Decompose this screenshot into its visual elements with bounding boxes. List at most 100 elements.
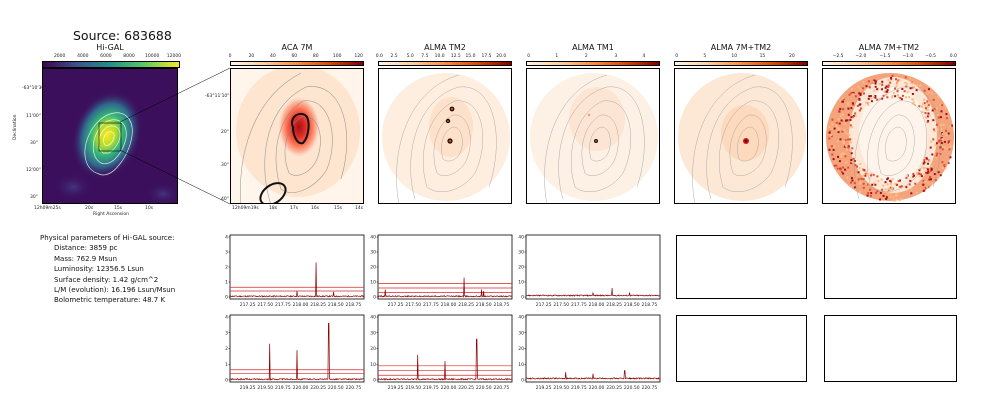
comb1-title: ALMA 7M+TM2 — [710, 43, 772, 52]
noise-pixel — [887, 193, 890, 196]
spectrum-xtick: 219.50 — [405, 385, 421, 391]
noise-pixel — [930, 140, 933, 143]
noise-pixel — [948, 142, 951, 145]
noise-pixel — [924, 107, 927, 110]
noise-pixel — [948, 148, 951, 151]
noise-pixel — [895, 85, 898, 88]
map-xtick: 18s — [269, 206, 278, 211]
noise-pixel — [919, 167, 922, 170]
noise-pixel — [853, 182, 856, 185]
noise-pixel — [932, 98, 935, 101]
noise-pixel — [923, 98, 926, 101]
noise-pixel — [901, 88, 904, 91]
noise-pixel — [845, 161, 848, 164]
cbar-tick: 15.0 — [465, 54, 476, 59]
noise-pixel — [928, 178, 931, 181]
noise-pixel — [912, 172, 915, 175]
cbar-tick: 0 — [527, 54, 531, 59]
map-xtick: 16s — [311, 206, 320, 211]
spectrum-xtick: 219.75 — [423, 385, 439, 391]
noise-pixel — [872, 173, 875, 176]
noise-pixel — [924, 170, 927, 173]
noise-pixel — [828, 126, 831, 129]
noise-pixel — [927, 104, 930, 107]
comb1-map — [674, 68, 808, 204]
noise-pixel — [937, 171, 940, 174]
spectrum-panel: 0 10 20 30 40 217.25 217.50 217.75 218.00 218.25 2… — [514, 233, 662, 315]
noise-pixel — [847, 146, 850, 149]
spectrum-ytick: 30 — [518, 250, 524, 256]
noise-pixel — [874, 183, 877, 186]
noise-pixel — [892, 199, 895, 202]
noise-pixel — [870, 191, 873, 194]
spectrum-xtick: 218.75 — [642, 302, 658, 308]
noise-pixel — [930, 182, 933, 185]
noise-pixel — [927, 186, 930, 189]
noise-pixel — [920, 175, 923, 178]
noise-pixel — [935, 123, 938, 126]
noise-pixel — [945, 106, 948, 109]
noise-pixel — [912, 85, 915, 88]
noise-pixel — [862, 92, 865, 95]
noise-pixel — [873, 79, 876, 82]
noise-pixel — [837, 118, 840, 121]
noise-pixel — [884, 188, 887, 191]
noise-pixel — [851, 115, 854, 118]
noise-pixel — [874, 96, 877, 99]
noise-pixel — [899, 96, 902, 99]
noise-pixel — [847, 138, 850, 141]
spectrum-panel: 0 10 20 30 40 219.25 219.50 219.75 220.00 220.25 2… — [366, 313, 514, 398]
noise-pixel — [847, 132, 850, 135]
noise-pixel — [895, 78, 898, 81]
noise-pixel — [940, 128, 943, 131]
cbar-tick: 10 — [731, 54, 738, 59]
noise-pixel — [884, 90, 887, 93]
noise-pixel — [935, 157, 938, 160]
noise-pixel — [863, 173, 866, 176]
noise-pixel — [840, 155, 843, 158]
noise-pixel — [930, 178, 933, 181]
noise-pixel — [879, 198, 882, 201]
cbar-tick: −1.0 — [902, 54, 914, 59]
noise-pixel — [925, 171, 928, 174]
spectrum-ytick: 40 — [518, 235, 524, 241]
spectrum-xtick: 220.00 — [293, 385, 309, 391]
noise-pixel — [881, 80, 884, 83]
noise-pixel — [850, 181, 853, 184]
noise-pixel — [905, 85, 908, 88]
spectrum-xtick: 217.50 — [553, 302, 569, 308]
noise-pixel — [925, 157, 928, 160]
noise-pixel — [881, 97, 884, 100]
noise-pixel — [833, 145, 836, 148]
noise-pixel — [931, 92, 934, 95]
noise-pixel — [926, 120, 929, 123]
noise-pixel — [836, 126, 839, 129]
noise-pixel — [883, 90, 886, 93]
noise-pixel — [925, 160, 928, 163]
noise-pixel — [839, 115, 842, 118]
noise-pixel — [831, 153, 834, 156]
noise-pixel — [849, 138, 852, 141]
noise-pixel — [926, 108, 929, 111]
spectrum-svg: 0 1 2 3 4 219.25 219.50 219.75 220.00 220.25 220.5… — [225, 315, 365, 391]
noise-pixel — [950, 145, 953, 148]
noise-pixel — [828, 137, 831, 140]
noise-pixel — [866, 173, 869, 176]
noise-pixel — [859, 92, 862, 95]
cbar-tick: 15 — [759, 54, 766, 59]
noise-pixel — [903, 90, 906, 93]
noise-pixel — [859, 103, 862, 106]
noise-pixel — [925, 108, 928, 111]
noise-pixel — [909, 179, 912, 182]
spectrum-xtick: 217.50 — [257, 302, 273, 308]
map-xtick: 15s — [334, 206, 343, 211]
noise-pixel — [951, 124, 954, 127]
map-xtick: 17s — [290, 206, 299, 211]
noise-pixel — [896, 94, 899, 97]
noise-pixel — [936, 113, 939, 116]
noise-pixel — [874, 82, 877, 85]
noise-pixel — [839, 168, 842, 171]
noise-pixel — [940, 141, 943, 144]
noise-pixel — [906, 82, 909, 85]
spectrum-xtick: 219.50 — [553, 385, 569, 391]
